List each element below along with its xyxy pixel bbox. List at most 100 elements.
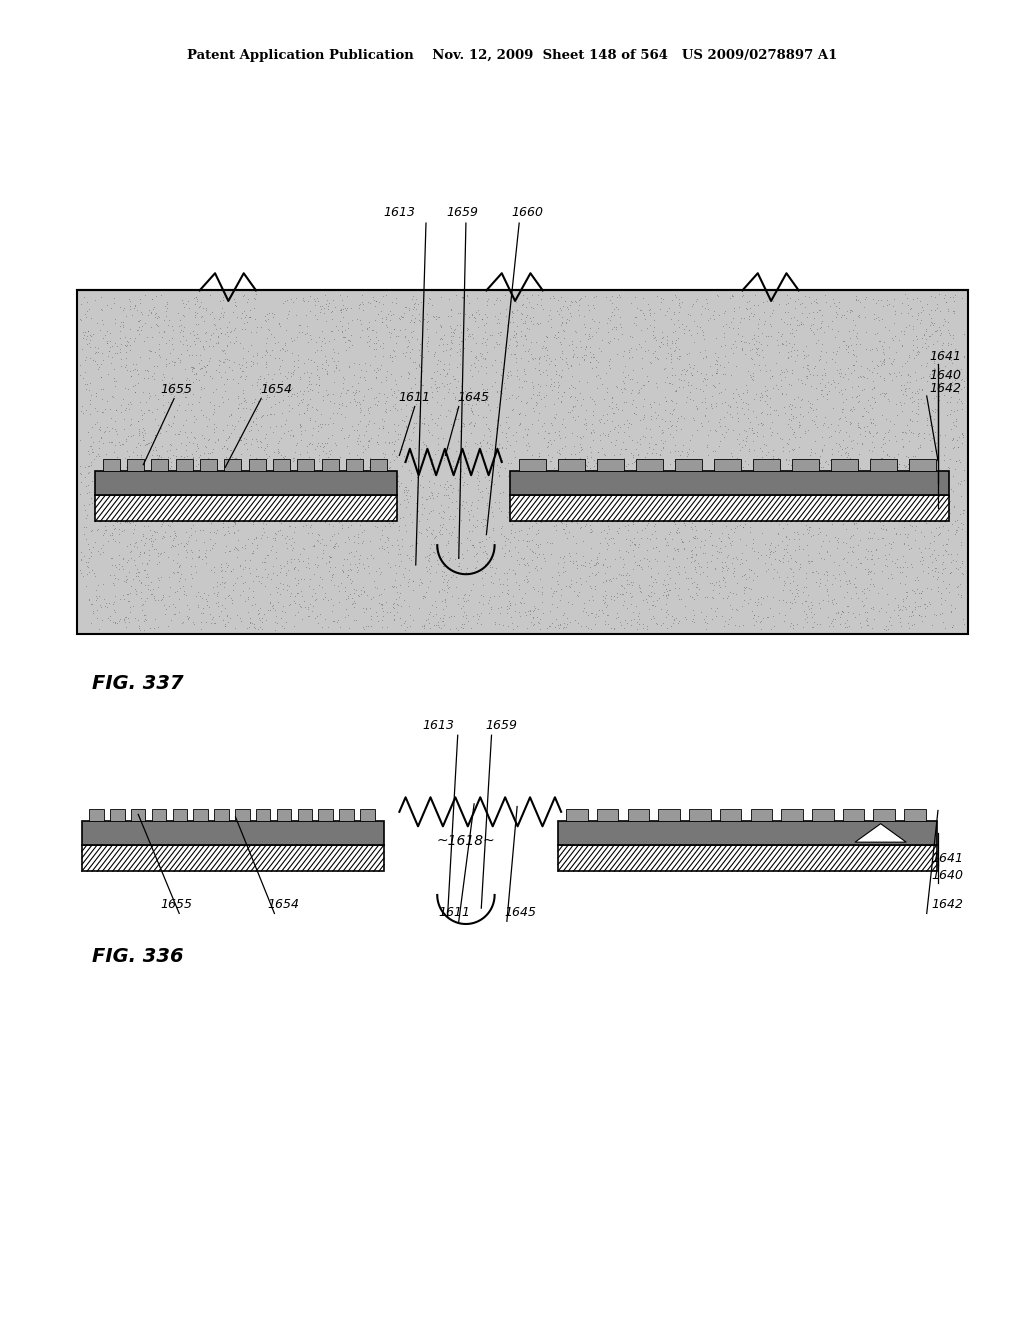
- Point: [83, 436, 99, 457]
- Point: [813, 334, 829, 355]
- Point: [302, 432, 318, 453]
- Point: [175, 333, 191, 354]
- Point: [717, 483, 733, 504]
- Point: [410, 293, 426, 314]
- Point: [726, 561, 742, 582]
- Point: [337, 477, 353, 498]
- Point: [283, 385, 299, 407]
- Point: [379, 616, 395, 638]
- Point: [710, 346, 726, 367]
- Point: [95, 587, 112, 609]
- Point: [629, 554, 645, 576]
- Point: [626, 313, 642, 334]
- Point: [928, 506, 944, 527]
- Point: [220, 541, 237, 562]
- Point: [952, 370, 969, 391]
- Point: [931, 358, 947, 379]
- Point: [175, 305, 191, 326]
- Point: [837, 612, 853, 634]
- Point: [602, 504, 618, 525]
- Point: [767, 541, 783, 562]
- Point: [637, 341, 653, 362]
- Point: [513, 302, 529, 323]
- Point: [128, 583, 144, 605]
- Point: [873, 447, 890, 469]
- Point: [876, 619, 892, 640]
- Point: [581, 323, 597, 345]
- Point: [683, 325, 699, 346]
- Point: [748, 457, 764, 478]
- Point: [692, 342, 709, 363]
- Point: [568, 572, 585, 593]
- Point: [375, 294, 391, 315]
- Point: [106, 465, 123, 486]
- Point: [77, 466, 93, 487]
- Point: [466, 414, 482, 436]
- Point: [485, 548, 502, 569]
- Point: [419, 560, 435, 581]
- Point: [193, 376, 209, 397]
- Point: [862, 573, 879, 594]
- Point: [339, 548, 355, 569]
- Point: [639, 498, 655, 519]
- Point: [667, 513, 683, 535]
- Point: [416, 615, 432, 636]
- Point: [196, 364, 212, 385]
- Point: [236, 301, 252, 322]
- Point: [396, 326, 413, 347]
- Point: [310, 366, 327, 387]
- Bar: [558, 821, 937, 845]
- Point: [424, 487, 440, 508]
- Point: [459, 319, 475, 341]
- Point: [83, 545, 99, 566]
- Point: [399, 480, 416, 502]
- Point: [147, 502, 164, 523]
- Point: [376, 578, 392, 599]
- Point: [224, 574, 241, 595]
- Point: [337, 298, 353, 319]
- Point: [634, 409, 650, 430]
- Point: [688, 585, 705, 606]
- Point: [557, 561, 573, 582]
- Point: [232, 484, 249, 506]
- Point: [185, 447, 202, 469]
- Point: [652, 614, 669, 635]
- Point: [689, 478, 706, 499]
- Point: [348, 610, 365, 631]
- Point: [403, 469, 420, 490]
- Point: [873, 517, 890, 539]
- Point: [717, 536, 733, 557]
- Point: [652, 598, 669, 619]
- Point: [740, 309, 757, 330]
- Point: [484, 502, 501, 523]
- Point: [725, 388, 741, 409]
- Point: [250, 599, 266, 620]
- Point: [567, 321, 584, 342]
- Point: [286, 359, 302, 380]
- Point: [486, 611, 503, 632]
- Point: [501, 387, 517, 408]
- Point: [370, 471, 386, 492]
- Point: [564, 366, 581, 387]
- Point: [445, 368, 462, 389]
- Point: [788, 521, 805, 543]
- Point: [912, 482, 929, 503]
- Point: [242, 409, 258, 430]
- Point: [233, 444, 250, 465]
- Point: [446, 506, 463, 527]
- Point: [400, 335, 417, 356]
- Point: [845, 396, 861, 417]
- Point: [225, 368, 242, 389]
- Point: [186, 334, 203, 355]
- Point: [921, 424, 937, 445]
- Point: [634, 519, 650, 540]
- Point: [503, 523, 519, 544]
- Point: [205, 508, 221, 529]
- Point: [872, 289, 889, 310]
- Point: [273, 487, 290, 508]
- Point: [343, 587, 359, 609]
- Point: [755, 322, 771, 343]
- Point: [716, 302, 732, 323]
- Point: [575, 508, 592, 529]
- Point: [636, 305, 652, 326]
